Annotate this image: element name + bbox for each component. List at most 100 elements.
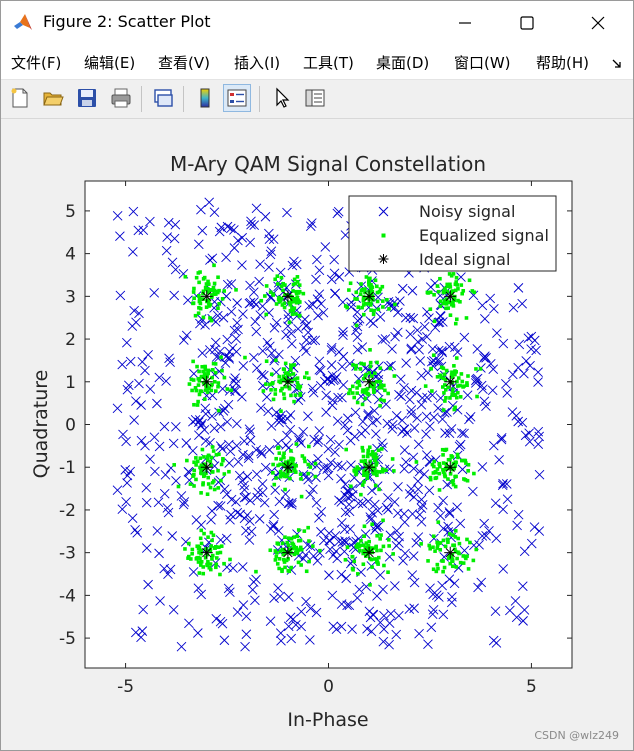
equalized-signal-point bbox=[208, 562, 213, 566]
noisy-signal-point bbox=[209, 207, 220, 217]
noisy-signal-point bbox=[194, 415, 205, 425]
menu-item-edit[interactable]: 编辑(E) bbox=[84, 54, 136, 72]
equalized-signal-point bbox=[188, 482, 193, 486]
equalized-signal-point bbox=[198, 536, 203, 541]
equalized-signal-point bbox=[457, 551, 461, 556]
equalized-signal-point bbox=[378, 379, 382, 384]
y-tick-label: 0 bbox=[65, 416, 76, 436]
noisy-signal-point bbox=[459, 428, 469, 439]
equalized-signal-point bbox=[438, 276, 442, 281]
equalized-signal-point bbox=[190, 388, 194, 393]
scatter-plot[interactable]: M-Ary QAM Signal Constellation -5 0 5 5 4 3 2 1… bbox=[1, 119, 633, 750]
print-button[interactable] bbox=[107, 84, 135, 112]
menu-item-help[interactable]: 帮助(H) bbox=[536, 54, 589, 72]
equalized-signal-point bbox=[364, 390, 368, 394]
equalized-signal-point bbox=[437, 461, 442, 466]
noisy-signal-point bbox=[163, 569, 173, 579]
equalized-signal-point bbox=[289, 449, 293, 453]
noisy-signal-point bbox=[276, 410, 286, 421]
noisy-signal-point bbox=[160, 470, 171, 480]
equalized-signal-point bbox=[446, 466, 450, 471]
menu-item-desktop[interactable]: 桌面(D) bbox=[376, 54, 430, 72]
menu-item-tools[interactable]: 工具(T) bbox=[303, 54, 354, 72]
noisy-signal-point bbox=[188, 445, 198, 456]
open-file-button[interactable] bbox=[39, 84, 67, 112]
noisy-signal-point bbox=[342, 600, 352, 611]
equalized-signal-point bbox=[302, 456, 307, 461]
equalized-signal-point bbox=[361, 449, 365, 453]
noisy-signal-point bbox=[257, 479, 268, 489]
save-button[interactable] bbox=[73, 84, 101, 112]
equalized-signal-point bbox=[280, 386, 284, 391]
equalized-signal-point bbox=[369, 546, 373, 550]
noisy-signal-point bbox=[153, 497, 164, 508]
noisy-signal-point bbox=[200, 320, 210, 330]
edit-plot-button[interactable] bbox=[267, 84, 295, 112]
maximize-button[interactable] bbox=[493, 1, 561, 45]
equalized-signal-point bbox=[276, 282, 280, 286]
equalized-signal-point bbox=[234, 288, 238, 292]
overflow-arrow-icon[interactable] bbox=[611, 58, 623, 70]
noisy-signal-point bbox=[488, 440, 499, 451]
equalized-signal-point bbox=[426, 291, 430, 295]
equalized-signal-point bbox=[271, 293, 275, 297]
noisy-signal-point bbox=[324, 528, 334, 538]
noisy-signal-point bbox=[167, 257, 178, 268]
equalized-signal-point bbox=[271, 462, 275, 467]
noisy-signal-point bbox=[314, 289, 325, 300]
equalized-signal-point bbox=[291, 289, 295, 293]
equalized-signal-point bbox=[364, 466, 368, 470]
new-figure-button[interactable] bbox=[6, 84, 34, 112]
title-bar[interactable]: Figure 2: Scatter Plot bbox=[1, 1, 633, 45]
noisy-signal-point bbox=[422, 331, 432, 342]
noisy-signal-point bbox=[435, 511, 446, 521]
noisy-signal-point bbox=[285, 424, 296, 435]
equalized-signal-point bbox=[216, 468, 220, 473]
menu-item-view[interactable]: 查看(V) bbox=[158, 54, 210, 72]
property-inspector-button[interactable] bbox=[301, 84, 329, 112]
colorbar-button[interactable] bbox=[191, 84, 219, 112]
legend[interactable]: Noisy signal Equalized signal Ideal sign… bbox=[348, 195, 557, 272]
noisy-signal-point bbox=[517, 298, 527, 309]
equalized-signal-point bbox=[430, 389, 434, 393]
noisy-signal-point bbox=[314, 265, 325, 276]
equalized-signal-point bbox=[279, 409, 283, 413]
minimize-button[interactable] bbox=[431, 1, 499, 45]
noisy-signal-point bbox=[373, 394, 384, 405]
noisy-signal-point bbox=[399, 424, 409, 434]
menu-item-file[interactable]: 文件(F) bbox=[11, 54, 62, 72]
noisy-signal-point bbox=[408, 313, 419, 324]
noisy-signal-point bbox=[416, 370, 427, 381]
equalized-signal-point bbox=[365, 550, 369, 554]
equalized-signal-point bbox=[277, 451, 282, 455]
noisy-signal-point bbox=[136, 632, 146, 643]
noisy-signal-point bbox=[205, 345, 215, 355]
ideal-signal-point bbox=[363, 546, 376, 559]
noisy-signal-point bbox=[303, 474, 313, 485]
equalized-signal-point bbox=[355, 297, 359, 301]
menu-item-insert[interactable]: 插入(I) bbox=[234, 54, 281, 72]
equalized-signal-point bbox=[374, 461, 379, 465]
link-plot-button[interactable] bbox=[149, 84, 177, 112]
legend-marker-equalized bbox=[381, 233, 386, 238]
equalized-signal-point bbox=[374, 557, 379, 561]
legend-button[interactable] bbox=[223, 84, 251, 112]
ideal-signal-point bbox=[281, 546, 294, 559]
menu-item-window[interactable]: 窗口(W) bbox=[454, 54, 511, 72]
noisy-signal-point bbox=[338, 380, 349, 390]
close-button[interactable] bbox=[564, 1, 632, 45]
equalized-signal-point bbox=[470, 289, 475, 293]
equalized-signal-point bbox=[436, 289, 441, 294]
noisy-signal-point bbox=[301, 346, 311, 357]
equalized-signal-point bbox=[208, 302, 213, 307]
noisy-signal-point bbox=[517, 417, 528, 428]
noisy-signal-point bbox=[136, 435, 147, 446]
equalized-signal-point bbox=[443, 286, 447, 291]
noisy-signal-point bbox=[165, 357, 175, 367]
noisy-signal-point bbox=[167, 531, 178, 541]
equalized-signal-point bbox=[311, 544, 315, 548]
noisy-signal-point bbox=[273, 438, 283, 449]
equalized-signal-point bbox=[243, 355, 247, 360]
noisy-signal-point bbox=[159, 421, 170, 432]
equalized-signal-point bbox=[313, 461, 318, 466]
